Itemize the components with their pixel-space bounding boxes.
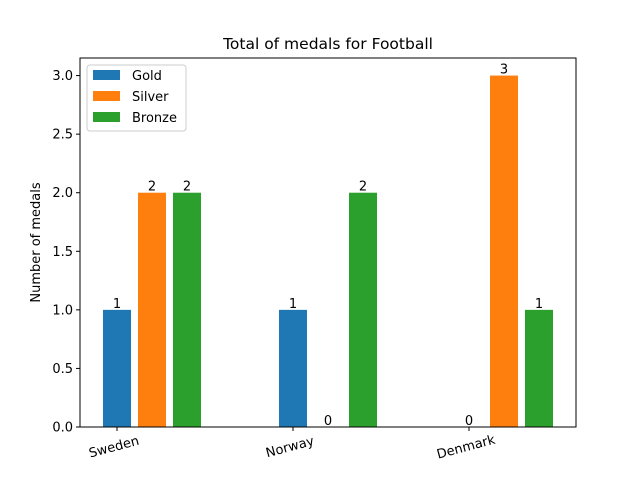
bar-sweden-gold: [103, 309, 131, 427]
y-tick-label: 1.5: [52, 245, 73, 260]
legend-swatch-bronze: [93, 112, 120, 122]
bar-label-denmark-gold: 0: [465, 414, 473, 429]
bar-label-norway-bronze: 2: [359, 180, 367, 195]
bars-layer: [103, 75, 553, 428]
chart-title: Total of medals for Football: [222, 35, 433, 53]
bar-denmark-bronze: [525, 309, 553, 427]
bar-label-sweden-silver: 2: [148, 180, 156, 195]
legend-label-bronze: Bronze: [132, 111, 177, 126]
y-tick-label: 0.5: [52, 362, 73, 377]
y-axis: 0.0 0.5 1.0 1.5 2.0 2.5 3.0: [52, 69, 80, 436]
bar-label-sweden-gold: 1: [113, 297, 121, 312]
legend-swatch-gold: [93, 70, 120, 80]
legend-label-silver: Silver: [132, 90, 169, 105]
x-tick-label: Denmark: [435, 433, 497, 463]
y-tick-label: 0.0: [52, 421, 73, 436]
bar-norway-bronze: [349, 192, 377, 427]
bar-label-denmark-bronze: 1: [535, 297, 543, 312]
bar-label-denmark-silver: 3: [500, 63, 508, 78]
bar-label-norway-gold: 1: [289, 297, 297, 312]
plot-frame: [79, 57, 577, 428]
y-tick-label: 1.0: [52, 303, 73, 318]
bar-label-sweden-bronze: 2: [183, 180, 191, 195]
y-tick-label: 2.0: [52, 186, 73, 201]
x-tick-label: Norway: [264, 434, 316, 461]
legend-swatch-silver: [93, 91, 120, 101]
bar-denmark-silver: [490, 75, 518, 428]
y-tick-label: 2.5: [52, 128, 73, 143]
legend-label-gold: Gold: [132, 69, 162, 84]
bar-labels-layer: 1 2 2 1 0 2 0 3 1: [113, 63, 543, 429]
x-tick-label: Sweden: [87, 434, 141, 462]
legend: Gold Silver Bronze: [86, 64, 187, 132]
y-tick-label: 3.0: [52, 69, 73, 84]
y-axis-title: Number of medals: [29, 182, 44, 303]
x-axis: Sweden Norway Denmark: [87, 427, 497, 463]
bar-sweden-silver: [138, 192, 166, 427]
bar-label-norway-silver: 0: [324, 414, 332, 429]
bar-norway-gold: [279, 309, 307, 427]
bar-sweden-bronze: [173, 192, 201, 427]
